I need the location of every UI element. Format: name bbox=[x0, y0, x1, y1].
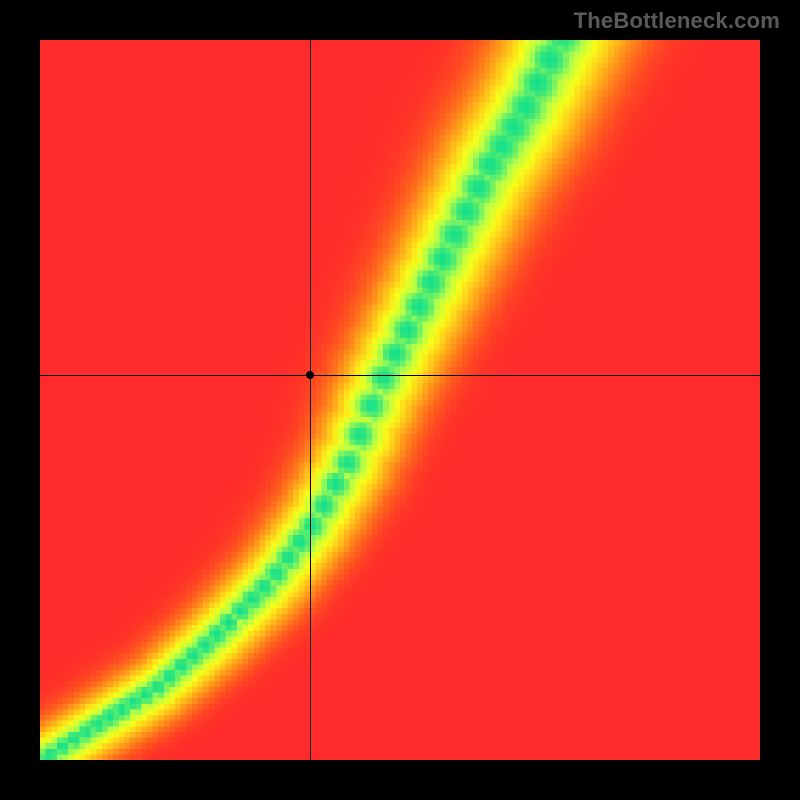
watermark-text: TheBottleneck.com bbox=[574, 8, 780, 34]
crosshair-horizontal bbox=[40, 375, 760, 376]
heatmap-plot bbox=[40, 40, 760, 760]
figure-container: TheBottleneck.com bbox=[0, 0, 800, 800]
crosshair-vertical bbox=[310, 40, 311, 760]
heatmap-canvas bbox=[40, 40, 760, 760]
crosshair-marker bbox=[306, 371, 314, 379]
